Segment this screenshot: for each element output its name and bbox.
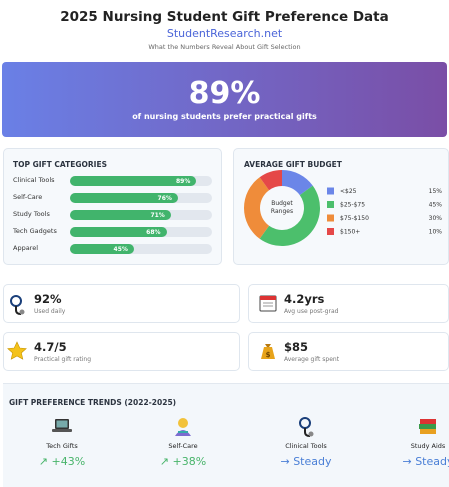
hero: 89% of nursing students prefer practical…: [2, 62, 447, 137]
legend-swatch: [327, 187, 334, 195]
trend-name: Self-Care: [168, 442, 198, 450]
stat-caption: Average gift spent: [284, 356, 340, 363]
stat-value: 4.7/5: [34, 340, 67, 354]
trend-icon: [175, 418, 191, 436]
legend-label: $75-$150: [340, 215, 369, 222]
bar: [70, 210, 171, 220]
trend-icon: [52, 419, 72, 432]
legend-label: $150+: [340, 229, 360, 236]
stat-value: 92%: [34, 292, 62, 306]
legend-label: <$25: [340, 188, 357, 195]
bar-track: [70, 244, 212, 254]
bar-label: Apparel: [13, 244, 39, 252]
legend-swatch: [327, 214, 334, 222]
stat-value: 4.2yrs: [284, 292, 325, 306]
bar-value: 68%: [146, 228, 161, 236]
legend-value: 30%: [429, 215, 443, 222]
card-title: AVERAGE GIFT BUDGET: [244, 160, 342, 169]
budget-card: AVERAGE GIFT BUDGET Budget Ranges <$25 15…: [233, 148, 449, 265]
bar-label: Clinical Tools: [13, 176, 55, 184]
donut: Budget Ranges <$25 15% $25-$75 45% $75-$150 3…: [244, 170, 443, 246]
bar-value: 71%: [150, 211, 165, 219]
hero-value: 89%: [188, 76, 261, 111]
stat-card: 92% Used daily: [3, 284, 240, 323]
donut-segment: [282, 170, 313, 196]
stat-card: $ $85 Average gift spent: [248, 332, 449, 371]
legend-value: 45%: [429, 202, 443, 209]
stat-caption: Used daily: [34, 308, 66, 315]
bar: [70, 244, 134, 254]
categories-card: TOP GIFT CATEGORIES Clinical Tools 89% Sel…: [3, 148, 222, 265]
trend-value: → Steady: [280, 455, 332, 468]
donut-center: Budget: [271, 200, 293, 207]
legend-swatch: [327, 201, 334, 208]
title: 2025 Nursing Student Gift Preference Dat…: [60, 9, 389, 25]
trend-name: Clinical Tools: [285, 442, 327, 450]
stat-card: 4.7/5 Practical gift rating: [3, 332, 240, 371]
stat-card: 4.2yrs Avg use post-grad: [248, 284, 449, 323]
hero-caption: of nursing students prefer practical gif…: [132, 112, 317, 121]
stat-caption: Practical gift rating: [34, 356, 92, 363]
stat-icon: $: [261, 344, 275, 359]
card-title: TOP GIFT CATEGORIES: [13, 160, 107, 169]
trend-value: ↗ +43%: [38, 455, 86, 468]
bar-label: Study Tools: [13, 210, 50, 218]
stat-icon: [7, 341, 27, 360]
stat-icon: [10, 295, 25, 315]
bar-label: Self-Care: [13, 193, 43, 201]
donut-segment: [259, 185, 320, 246]
legend-value: 15%: [429, 188, 443, 195]
trend-name: Study Aids: [410, 442, 446, 450]
stat-caption: Avg use post-grad: [284, 308, 339, 315]
svg-text:$: $: [266, 351, 271, 359]
donut-segment: [244, 177, 270, 239]
subtitle: What the Numbers Reveal About Gift Selec…: [148, 43, 301, 51]
bar-value: 45%: [113, 245, 128, 253]
legend-value: 10%: [429, 229, 443, 236]
donut-segment: [259, 170, 282, 191]
trend-icon: [419, 419, 436, 434]
legend-swatch: [327, 228, 334, 235]
donut-center: Ranges: [271, 208, 293, 215]
bar-label: Tech Gadgets: [13, 227, 57, 235]
bar-value: 89%: [176, 177, 191, 185]
bar: [70, 193, 178, 203]
legend-label: $25-$75: [340, 202, 365, 209]
bar: [70, 227, 167, 237]
bar-value: 76%: [157, 194, 172, 202]
site: StudentResearch.net: [166, 27, 283, 40]
trend-name: Tech Gifts: [46, 442, 78, 450]
stat-value: $85: [284, 340, 309, 354]
stat-icon: [259, 295, 277, 312]
bar: [70, 176, 197, 186]
trend-icon: [299, 417, 314, 437]
section-title: GIFT PREFERENCE TRENDS (2022-2025): [9, 398, 177, 407]
trend-value: → Steady: [402, 455, 449, 468]
trend-value: ↗ +38%: [159, 455, 207, 468]
trends-section: GIFT PREFERENCE TRENDS (2022-2025) Tech …: [3, 383, 449, 487]
